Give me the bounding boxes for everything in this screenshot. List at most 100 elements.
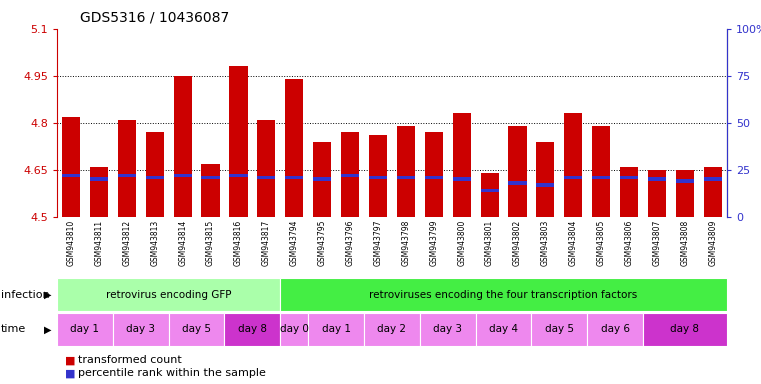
Bar bbox=[57, 278, 280, 311]
Bar bbox=[118, 120, 136, 217]
Text: GSM943796: GSM943796 bbox=[345, 220, 355, 266]
Text: day 5: day 5 bbox=[545, 324, 574, 334]
Text: ■: ■ bbox=[65, 355, 75, 365]
Bar bbox=[202, 164, 220, 217]
Text: GSM943807: GSM943807 bbox=[652, 220, 661, 266]
Bar bbox=[313, 177, 331, 181]
Bar bbox=[224, 313, 280, 346]
Text: GSM943806: GSM943806 bbox=[625, 220, 634, 266]
Text: day 6: day 6 bbox=[600, 324, 629, 334]
Bar bbox=[145, 132, 164, 217]
Bar bbox=[285, 79, 304, 217]
Bar bbox=[564, 113, 582, 217]
Bar bbox=[396, 175, 415, 179]
Text: GSM943809: GSM943809 bbox=[708, 220, 718, 266]
Bar bbox=[118, 174, 136, 177]
Bar bbox=[257, 175, 275, 179]
Text: day 8: day 8 bbox=[238, 324, 267, 334]
Text: GSM943801: GSM943801 bbox=[485, 220, 494, 266]
Text: time: time bbox=[1, 324, 26, 334]
Text: day 5: day 5 bbox=[182, 324, 211, 334]
Bar bbox=[676, 179, 694, 183]
Bar bbox=[257, 120, 275, 217]
Text: GSM943812: GSM943812 bbox=[123, 220, 132, 266]
Bar bbox=[202, 175, 220, 179]
Text: GSM943816: GSM943816 bbox=[234, 220, 243, 266]
Text: day 3: day 3 bbox=[433, 324, 462, 334]
Bar bbox=[587, 313, 643, 346]
Text: retrovirus encoding GFP: retrovirus encoding GFP bbox=[106, 290, 231, 300]
Bar bbox=[113, 313, 169, 346]
Bar bbox=[620, 167, 638, 217]
Bar bbox=[453, 177, 471, 181]
Bar bbox=[62, 117, 80, 217]
Bar bbox=[704, 167, 722, 217]
Text: GDS5316 / 10436087: GDS5316 / 10436087 bbox=[80, 11, 229, 25]
Text: GSM943817: GSM943817 bbox=[262, 220, 271, 266]
Bar bbox=[480, 173, 498, 217]
Bar bbox=[592, 126, 610, 217]
Text: infection: infection bbox=[1, 290, 49, 300]
Text: GSM943802: GSM943802 bbox=[513, 220, 522, 266]
Bar bbox=[364, 313, 420, 346]
Text: GSM943804: GSM943804 bbox=[568, 220, 578, 266]
Text: day 1: day 1 bbox=[322, 324, 351, 334]
Bar bbox=[480, 189, 498, 192]
Text: day 4: day 4 bbox=[489, 324, 518, 334]
Bar bbox=[420, 313, 476, 346]
Bar bbox=[648, 170, 666, 217]
Text: day 3: day 3 bbox=[126, 324, 155, 334]
Bar bbox=[369, 136, 387, 217]
Bar bbox=[592, 175, 610, 179]
Bar bbox=[648, 177, 666, 181]
Text: GSM943798: GSM943798 bbox=[401, 220, 410, 266]
Bar bbox=[396, 126, 415, 217]
Bar bbox=[62, 174, 80, 177]
Bar bbox=[564, 175, 582, 179]
Text: GSM943810: GSM943810 bbox=[66, 220, 75, 266]
Bar bbox=[229, 174, 247, 177]
Bar bbox=[425, 175, 443, 179]
Text: GSM943800: GSM943800 bbox=[457, 220, 466, 266]
Text: day 8: day 8 bbox=[670, 324, 699, 334]
Text: percentile rank within the sample: percentile rank within the sample bbox=[78, 368, 266, 378]
Text: GSM943813: GSM943813 bbox=[150, 220, 159, 266]
Text: day 2: day 2 bbox=[377, 324, 406, 334]
Bar bbox=[676, 170, 694, 217]
Text: GSM943805: GSM943805 bbox=[597, 220, 606, 266]
Bar bbox=[90, 177, 108, 181]
Text: GSM943815: GSM943815 bbox=[206, 220, 215, 266]
Bar bbox=[508, 126, 527, 217]
Bar bbox=[620, 175, 638, 179]
Bar bbox=[476, 313, 531, 346]
Bar bbox=[704, 177, 722, 181]
Bar bbox=[57, 313, 113, 346]
Bar bbox=[537, 183, 555, 187]
Text: GSM943811: GSM943811 bbox=[94, 220, 103, 266]
Bar bbox=[537, 142, 555, 217]
Text: day 0: day 0 bbox=[280, 324, 309, 334]
Text: retroviruses encoding the four transcription factors: retroviruses encoding the four transcrip… bbox=[369, 290, 638, 300]
Bar bbox=[285, 175, 304, 179]
Bar bbox=[341, 174, 359, 177]
Bar bbox=[313, 142, 331, 217]
Bar bbox=[508, 181, 527, 185]
Bar bbox=[174, 174, 192, 177]
Bar bbox=[643, 313, 727, 346]
Text: ▶: ▶ bbox=[44, 290, 52, 300]
Text: GSM943808: GSM943808 bbox=[680, 220, 689, 266]
Text: GSM943795: GSM943795 bbox=[317, 220, 326, 266]
Bar bbox=[145, 175, 164, 179]
Text: GSM943797: GSM943797 bbox=[374, 220, 383, 266]
Text: GSM943794: GSM943794 bbox=[290, 220, 299, 266]
Text: ■: ■ bbox=[65, 368, 75, 378]
Bar bbox=[90, 167, 108, 217]
Bar bbox=[169, 313, 224, 346]
Text: GSM943803: GSM943803 bbox=[541, 220, 550, 266]
Text: GSM943799: GSM943799 bbox=[429, 220, 438, 266]
Text: day 1: day 1 bbox=[71, 324, 100, 334]
Bar bbox=[174, 76, 192, 217]
Bar bbox=[453, 113, 471, 217]
Text: ▶: ▶ bbox=[44, 324, 52, 334]
Bar bbox=[280, 313, 308, 346]
